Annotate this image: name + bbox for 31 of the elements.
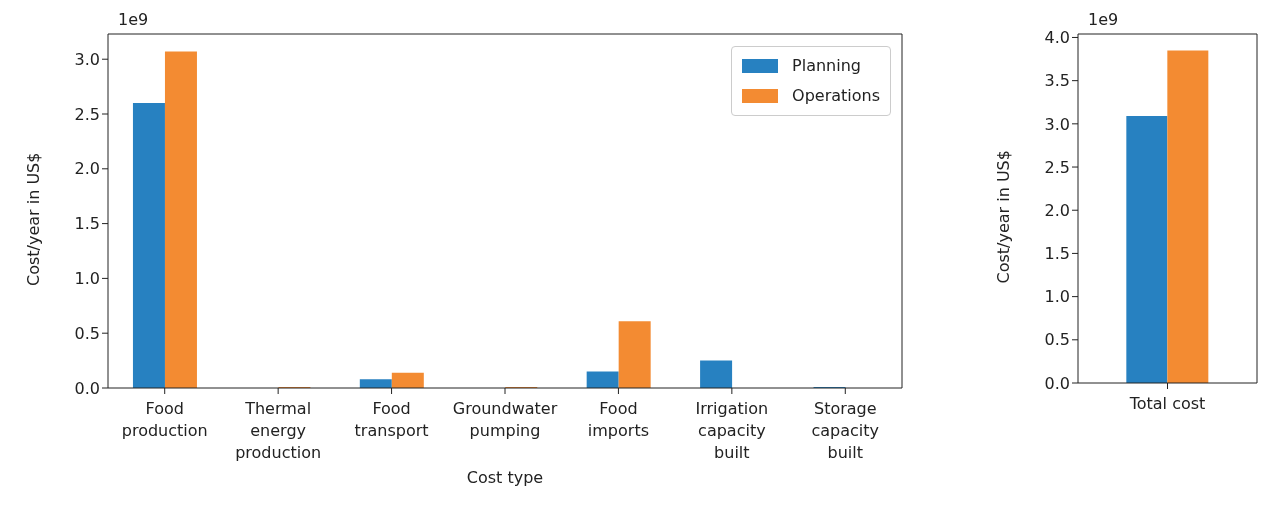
- y-tick-label: 1.0: [74, 269, 100, 289]
- x-tick-label: Irrigation capacity built: [695, 399, 769, 462]
- y-tick-label: 0.5: [1044, 330, 1070, 350]
- y-axis-title: Cost/year in US$: [993, 150, 1013, 284]
- y-tick-label: 1.0: [1044, 287, 1070, 307]
- x-tick-label: Thermal energy production: [235, 399, 322, 462]
- x-tick-label: Food production: [121, 399, 208, 440]
- y-tick-label: 1.5: [74, 214, 100, 234]
- y-tick-label: 3.0: [1044, 114, 1070, 134]
- y-tick-label: 0.5: [74, 323, 100, 343]
- x-tick-label: Groundwater pumping: [452, 399, 558, 440]
- y-tick-label: 2.0: [1044, 200, 1070, 220]
- x-axis-title: Cost type: [466, 468, 544, 487]
- legend-label: Operations: [792, 85, 880, 107]
- text: 1e9: [118, 10, 149, 29]
- legend-label: Planning: [792, 55, 861, 77]
- y-tick-label: 0.0: [1044, 373, 1070, 393]
- text: 1e9: [1088, 10, 1119, 29]
- y-tick-label: 4.0: [1044, 28, 1070, 48]
- y-axis-title: Cost/year in US$: [23, 152, 43, 286]
- y-tick-label: 2.0: [74, 159, 100, 179]
- y-tick-label: 3.5: [1044, 71, 1070, 91]
- x-tick-label: Storage capacity built: [811, 399, 880, 462]
- y-tick-label: 3.0: [74, 49, 100, 69]
- y-tick-label: 0.0: [74, 378, 100, 398]
- x-tick-label: Food transport: [354, 399, 429, 440]
- y-tick-label: 2.5: [1044, 157, 1070, 177]
- x-tick-label: Food imports: [587, 399, 650, 440]
- y-tick-label: 1.5: [1044, 244, 1070, 264]
- x-tick-label: Total cost: [1128, 394, 1206, 413]
- y-tick-label: 2.5: [74, 104, 100, 124]
